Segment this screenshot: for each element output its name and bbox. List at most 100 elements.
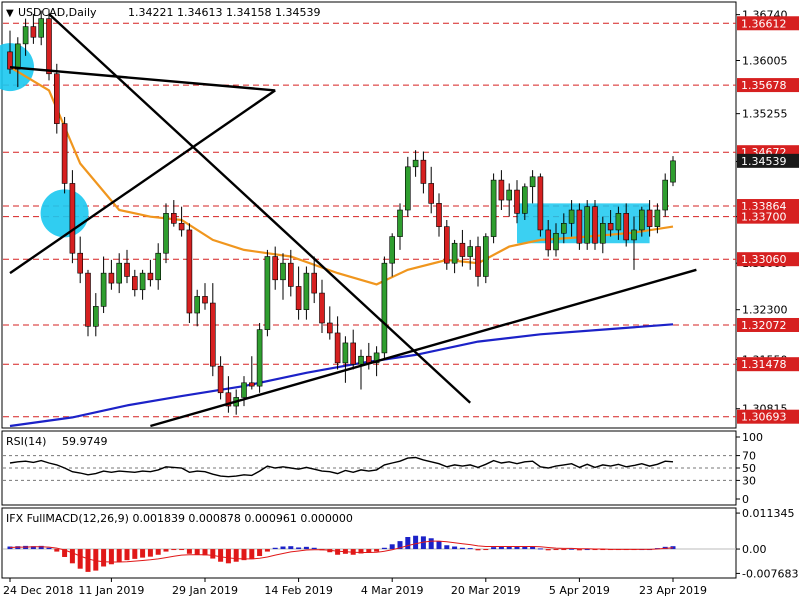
- macd-bar-13: [108, 549, 114, 565]
- trendline-0: [9, 65, 276, 92]
- time-tick-label-3: 14 Feb 2019: [264, 584, 332, 597]
- macd-bar-76: [600, 549, 606, 551]
- macd-tick-label-0: 0.011345: [742, 507, 795, 520]
- macd-bar-70: [553, 549, 559, 551]
- level-label-bg-7: [737, 357, 799, 372]
- macd-bar-66: [522, 546, 528, 550]
- candle-body-17: [139, 272, 146, 291]
- level-label-bg-8: [737, 409, 799, 424]
- candle-body-75: [592, 206, 598, 244]
- time-tick-label-6: 5 Apr 2019: [549, 584, 610, 597]
- candle-body-60: [475, 246, 481, 277]
- macd-bar-59: [467, 548, 473, 550]
- candle-body-56: [443, 226, 450, 264]
- candle-body-24: [194, 296, 200, 314]
- macd-title: IFX FullMACD(12,26,9) 0.001839 0.000878 …: [6, 512, 353, 525]
- candle-body-81: [638, 209, 645, 231]
- macd-panel-frame: [1, 507, 737, 579]
- macd-bar-16: [132, 549, 138, 559]
- macd-bar-29: [233, 549, 239, 562]
- macd-tick-label-1: 0.00: [742, 543, 767, 556]
- level-label-1: 1.35678: [741, 79, 787, 92]
- macd-bar-21: [171, 549, 177, 551]
- main-panel-frame: [1, 1, 737, 429]
- macd-bar-52: [413, 535, 419, 550]
- chart-ohlc: 1.34221 1.34613 1.34158 1.34539: [128, 6, 320, 19]
- macd-bar-31: [249, 549, 255, 560]
- macd-bar-22: [179, 549, 185, 551]
- time-tick-label-7: 23 Apr 2019: [639, 584, 707, 597]
- macd-bar-8: [69, 549, 75, 564]
- candle-body-82: [646, 209, 653, 227]
- level-label-8: 1.30693: [741, 411, 787, 424]
- candle-body-57: [451, 242, 458, 264]
- candle-body-45: [358, 355, 364, 365]
- macd-panel: 0.011345 0.00 -0.007683: [3, 507, 798, 580]
- candle-body-21: [171, 213, 177, 224]
- macd-bar-61: [483, 549, 489, 551]
- candle-body-31: [249, 382, 255, 387]
- time-tick-label-4: 4 Mar 2019: [361, 584, 424, 597]
- macd-bar-15: [124, 549, 130, 561]
- candle-body-44: [350, 342, 357, 365]
- candle-body-50: [397, 209, 403, 237]
- level-label-0: 1.36612: [741, 17, 787, 30]
- highlight-circle-1: [40, 189, 89, 238]
- macd-bar-12: [101, 549, 107, 567]
- macd-bar-50: [397, 541, 403, 550]
- trendline-2: [48, 13, 472, 404]
- candle-body-72: [568, 209, 575, 224]
- candle-body-22: [178, 223, 185, 231]
- candle-body-5: [46, 18, 52, 75]
- macd-bar-36: [288, 546, 294, 550]
- macd-bar-10: [85, 549, 91, 572]
- rsi-tick-label-0: 100: [742, 431, 763, 444]
- candle-body-74: [584, 206, 591, 244]
- candle-body-42: [334, 332, 341, 364]
- macd-bar-46: [366, 549, 372, 553]
- time-tick-label-5: 20 Mar 2019: [451, 584, 521, 597]
- candle-body-62: [490, 179, 497, 237]
- level-label-4: 1.33700: [741, 211, 787, 224]
- candle-body-9: [77, 252, 83, 274]
- macd-bar-56: [444, 545, 450, 550]
- macd-bar-53: [420, 536, 426, 550]
- candle-body-1: [15, 43, 21, 70]
- candle-body-69: [545, 229, 552, 251]
- macd-tick-label-2: -0.007683: [742, 567, 798, 580]
- candle-body-39: [311, 272, 318, 294]
- macd-bar-64: [506, 546, 512, 550]
- candle-body-64: [506, 189, 513, 201]
- macd-bar-33: [264, 549, 270, 552]
- macd-bar-75: [592, 549, 598, 551]
- candle-body-13: [108, 272, 115, 284]
- macd-bar-38: [303, 546, 309, 550]
- time-tick-label-0: 24 Dec 2018: [3, 584, 73, 597]
- candle-body-11: [93, 306, 99, 327]
- macd-bar-85: [670, 546, 676, 550]
- candle-body-18: [147, 272, 154, 281]
- candle-body-76: [599, 223, 606, 244]
- moving-averages: [9, 66, 674, 428]
- macd-bar-27: [218, 549, 224, 562]
- macd-bar-11: [93, 549, 99, 571]
- ema-slow-line: [9, 323, 674, 428]
- current-price-bg: [737, 153, 799, 168]
- candle-body-12: [100, 272, 107, 307]
- macd-bar-39: [311, 547, 317, 550]
- candle-body-78: [615, 213, 622, 231]
- price-axis: 1.367401.360051.352551.345391.337001.330…: [736, 9, 799, 424]
- candle-body-73: [576, 209, 583, 244]
- candle-body-0: [7, 51, 13, 70]
- macd-bar-48: [381, 547, 387, 550]
- candle-body-67: [529, 176, 536, 188]
- macd-bar-23: [186, 549, 192, 554]
- candle-body-77: [607, 223, 614, 231]
- candle-body-38: [303, 272, 310, 311]
- macd-bar-32: [257, 549, 263, 557]
- candle-body-58: [459, 242, 466, 257]
- level-label-6: 1.32072: [741, 319, 787, 332]
- candle-body-49: [389, 236, 396, 264]
